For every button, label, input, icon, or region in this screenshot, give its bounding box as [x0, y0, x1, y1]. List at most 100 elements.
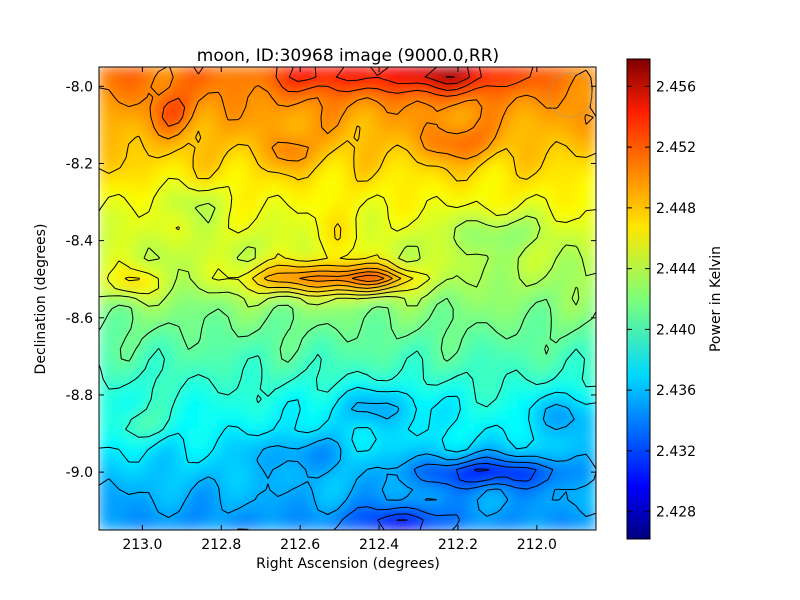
heatmap-cell — [376, 136, 388, 149]
heatmap-cell — [496, 338, 508, 350]
heatmap-cell — [99, 217, 110, 229]
heatmap-cell — [217, 499, 229, 511]
heatmap-cell — [347, 96, 358, 108]
heatmap-cell — [496, 438, 508, 450]
heatmap-cell — [307, 116, 319, 128]
heatmap-cell — [118, 67, 130, 78]
heatmap-cell — [347, 499, 358, 511]
heatmap-cell — [187, 308, 199, 320]
heatmap-cell — [396, 398, 408, 410]
heatmap-cell — [426, 116, 438, 128]
heatmap-cell — [386, 136, 398, 149]
heatmap-cell — [187, 459, 199, 471]
heatmap-cell — [515, 418, 527, 430]
heatmap-cell — [575, 177, 587, 189]
heatmap-cell — [366, 328, 378, 340]
heatmap-cell — [237, 227, 249, 239]
heatmap-cell — [287, 207, 299, 219]
heatmap-cell — [267, 308, 279, 320]
heatmap-cell — [525, 348, 537, 360]
heatmap-cell — [406, 459, 418, 471]
heatmap-cell — [406, 298, 418, 310]
heatmap-cell — [187, 489, 199, 501]
heatmap-cell — [466, 217, 478, 229]
heatmap-cell — [525, 247, 537, 259]
heatmap-cell — [456, 318, 468, 330]
heatmap-cell — [267, 328, 279, 340]
heatmap-cell — [386, 167, 398, 179]
heatmap-cell — [99, 479, 110, 491]
heatmap-cell — [486, 469, 498, 481]
heatmap-cell — [476, 459, 488, 471]
heatmap-cell — [386, 187, 398, 199]
heatmap-cell — [366, 136, 378, 149]
heatmap-cell — [237, 157, 249, 169]
heatmap-cell — [356, 177, 368, 189]
heatmap-cell — [237, 237, 249, 249]
y-tick-label: -9.0 — [66, 465, 93, 481]
heatmap-cell — [178, 479, 189, 491]
heatmap-cell — [217, 459, 229, 471]
heatmap-cell — [496, 227, 508, 239]
heatmap-cell — [99, 177, 110, 189]
heatmap-cell — [337, 247, 348, 259]
heatmap-cell — [565, 469, 577, 481]
heatmap-cell — [476, 86, 488, 98]
heatmap-cell — [337, 469, 348, 481]
heatmap-cell — [99, 136, 110, 149]
heatmap-cell — [267, 207, 279, 219]
heatmap-cell — [347, 418, 358, 430]
heatmap-cell — [356, 398, 368, 410]
heatmap-cell — [466, 116, 478, 128]
heatmap-cell — [237, 287, 249, 299]
heatmap-cell — [138, 348, 150, 360]
heatmap-cell — [386, 448, 398, 461]
heatmap-cell — [118, 368, 130, 380]
heatmap-cell — [247, 187, 259, 199]
heatmap-cell — [466, 277, 478, 289]
heatmap-cell — [297, 418, 309, 430]
heatmap-cell — [515, 257, 527, 269]
heatmap-cell — [148, 106, 160, 118]
heatmap-cell — [227, 227, 239, 239]
heatmap-cell — [168, 126, 180, 138]
heatmap-cell — [416, 237, 428, 249]
heatmap-cell — [327, 348, 339, 360]
heatmap-cell — [317, 459, 329, 471]
heatmap-cell — [138, 167, 150, 179]
heatmap-cell — [267, 469, 279, 481]
heatmap-cell — [187, 67, 199, 78]
heatmap-cell — [545, 519, 557, 530]
heatmap-cell — [217, 287, 229, 299]
heatmap-cell — [187, 116, 199, 128]
heatmap-cell — [307, 509, 319, 521]
heatmap-cell — [525, 358, 537, 370]
heatmap-cell — [257, 438, 269, 450]
heatmap-cell — [277, 96, 289, 108]
heatmap-cell — [168, 247, 180, 259]
heatmap-cell — [297, 116, 309, 128]
heatmap-cell — [386, 207, 398, 219]
heatmap-cell — [376, 459, 388, 471]
heatmap-cell — [535, 237, 547, 249]
heatmap-cell — [217, 177, 229, 189]
heatmap-cell — [515, 358, 527, 370]
heatmap-cell — [99, 398, 110, 410]
heatmap-cell — [187, 499, 199, 511]
heatmap-cell — [366, 187, 378, 199]
heatmap-cell — [466, 106, 478, 118]
heatmap-cell — [416, 348, 428, 360]
heatmap-cell — [386, 378, 398, 390]
heatmap-cell — [436, 318, 448, 330]
heatmap-cell — [356, 328, 368, 340]
heatmap-cell — [466, 408, 478, 420]
heatmap-cell — [317, 469, 329, 481]
heatmap-cell — [148, 207, 160, 219]
heatmap-cell — [118, 469, 130, 481]
heatmap-cell — [525, 328, 537, 340]
heatmap-cell — [237, 76, 249, 88]
heatmap-cell — [406, 499, 418, 511]
heatmap-cell — [168, 408, 180, 420]
heatmap-cell — [168, 197, 180, 209]
heatmap-cell — [118, 116, 130, 128]
